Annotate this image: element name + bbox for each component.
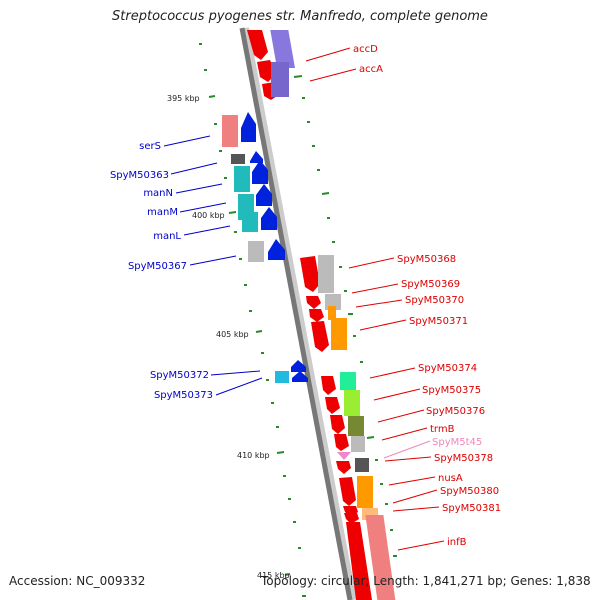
gene-arrow-spym5t45: [337, 452, 351, 460]
kbp-label: 410 kbp: [237, 451, 270, 460]
map-title: Streptococcus pyogenes str. Manfredo, co…: [112, 9, 488, 24]
gene-arrow-mann: [252, 160, 268, 184]
accession-text: Accession: NC_009332: [9, 574, 146, 588]
gene-label[interactable]: SpyM50363: [110, 170, 169, 181]
gene-label[interactable]: SpyM50378: [434, 453, 493, 464]
gene-label[interactable]: SpyM50367: [128, 261, 187, 272]
kbp-label: 415 kbp: [257, 571, 290, 580]
gene-bar-infb: [365, 515, 396, 600]
gene-arrow-spym50376: [330, 415, 345, 434]
gene-bar-mann: [234, 166, 250, 192]
gene-label[interactable]: SpyM50371: [409, 316, 468, 327]
gene-label[interactable]: nusA: [438, 473, 463, 484]
gene-bar-accd: [270, 30, 295, 68]
gene-bar-nusa: [357, 476, 373, 508]
gene-label[interactable]: SpyM50375: [422, 385, 481, 396]
gene-arrow-spym50374: [321, 376, 336, 395]
gene-arrow-infb: [346, 522, 372, 600]
gene-bar-sers: [222, 115, 238, 147]
gene-features-right-low: [321, 372, 396, 600]
gene-label[interactable]: SpyM50380: [440, 486, 499, 497]
gene-bar-spym50375: [344, 390, 360, 416]
gene-arrow-spym50368: [300, 256, 320, 292]
gene-bar-acca: [271, 62, 289, 97]
gene-label[interactable]: SpyM5t45: [432, 437, 482, 448]
genome-backbone: [239, 27, 353, 600]
gene-label[interactable]: manN: [143, 188, 173, 199]
gene-arrow-spym50369: [306, 296, 321, 309]
gene-arrow-spym50367: [268, 239, 285, 260]
gene-bar-trmb: [351, 436, 365, 452]
gene-label[interactable]: manL: [153, 231, 181, 242]
gene-label[interactable]: SpyM50368: [397, 254, 456, 265]
gene-bar-spym50374: [340, 372, 356, 390]
gene-arrow-accd: [247, 30, 268, 60]
gene-features-left: [222, 112, 308, 383]
gene-label[interactable]: SpyM50373: [154, 390, 213, 401]
gene-bar-spym50372: [275, 371, 289, 383]
gene-features-right-top: [247, 30, 295, 100]
gene-arrow-sers: [241, 112, 256, 142]
gene-label[interactable]: serS: [139, 141, 161, 152]
kbp-label: 405 kbp: [216, 330, 249, 339]
gene-features-right-mid: [300, 255, 347, 352]
gene-arrow-spym50373: [292, 371, 308, 382]
gene-arrow-spym50375: [325, 397, 340, 414]
gene-arrow-spym50370: [309, 309, 324, 322]
gene-label[interactable]: SpyM50372: [150, 370, 209, 381]
gene-arrow-manm: [256, 184, 272, 206]
gene-arrow-spym50381: [344, 513, 359, 524]
gene-arrow-manl: [261, 207, 277, 230]
gene-label[interactable]: SpyM50374: [418, 363, 477, 374]
right-leader-lines: [305, 47, 445, 551]
left-leader-lines: [163, 135, 263, 396]
gene-arrow-spym50363: [250, 151, 263, 163]
kbp-label: 395 kbp: [167, 94, 200, 103]
genome-stats-text: Topology: circular; Length: 1,841,271 bp…: [261, 574, 591, 588]
gene-label[interactable]: accA: [359, 64, 383, 75]
gene-bar-manl: [242, 212, 258, 232]
gene-bar-spym50363: [231, 154, 245, 164]
gene-bar-spym50368: [318, 255, 334, 293]
gene-arrow-spym50378: [336, 461, 351, 474]
gene-label[interactable]: manM: [147, 207, 178, 218]
gene-arrow-nusa: [339, 477, 356, 506]
gene-arrow-spym50371: [311, 321, 329, 352]
gene-label[interactable]: SpyM50370: [405, 295, 464, 306]
gene-label[interactable]: SpyM50369: [401, 279, 460, 290]
gene-bar-spym50371: [331, 318, 347, 350]
gene-arrow-trmb: [334, 434, 349, 451]
kbp-label: 400 kbp: [192, 211, 225, 220]
gene-label[interactable]: SpyM50381: [442, 503, 501, 514]
gene-bar-spym50367: [248, 241, 264, 262]
gene-label[interactable]: SpyM50376: [426, 406, 485, 417]
gene-label[interactable]: accD: [353, 44, 378, 55]
gene-bar-spym50370: [328, 306, 336, 320]
gene-label[interactable]: trmB: [430, 424, 455, 435]
gene-label[interactable]: infB: [447, 537, 467, 548]
backbone-shadow: [241, 27, 357, 600]
gene-bar-spym50378: [355, 458, 369, 472]
gene-arrow-spym50372: [291, 360, 306, 372]
gene-bar-spym50376: [348, 416, 364, 436]
